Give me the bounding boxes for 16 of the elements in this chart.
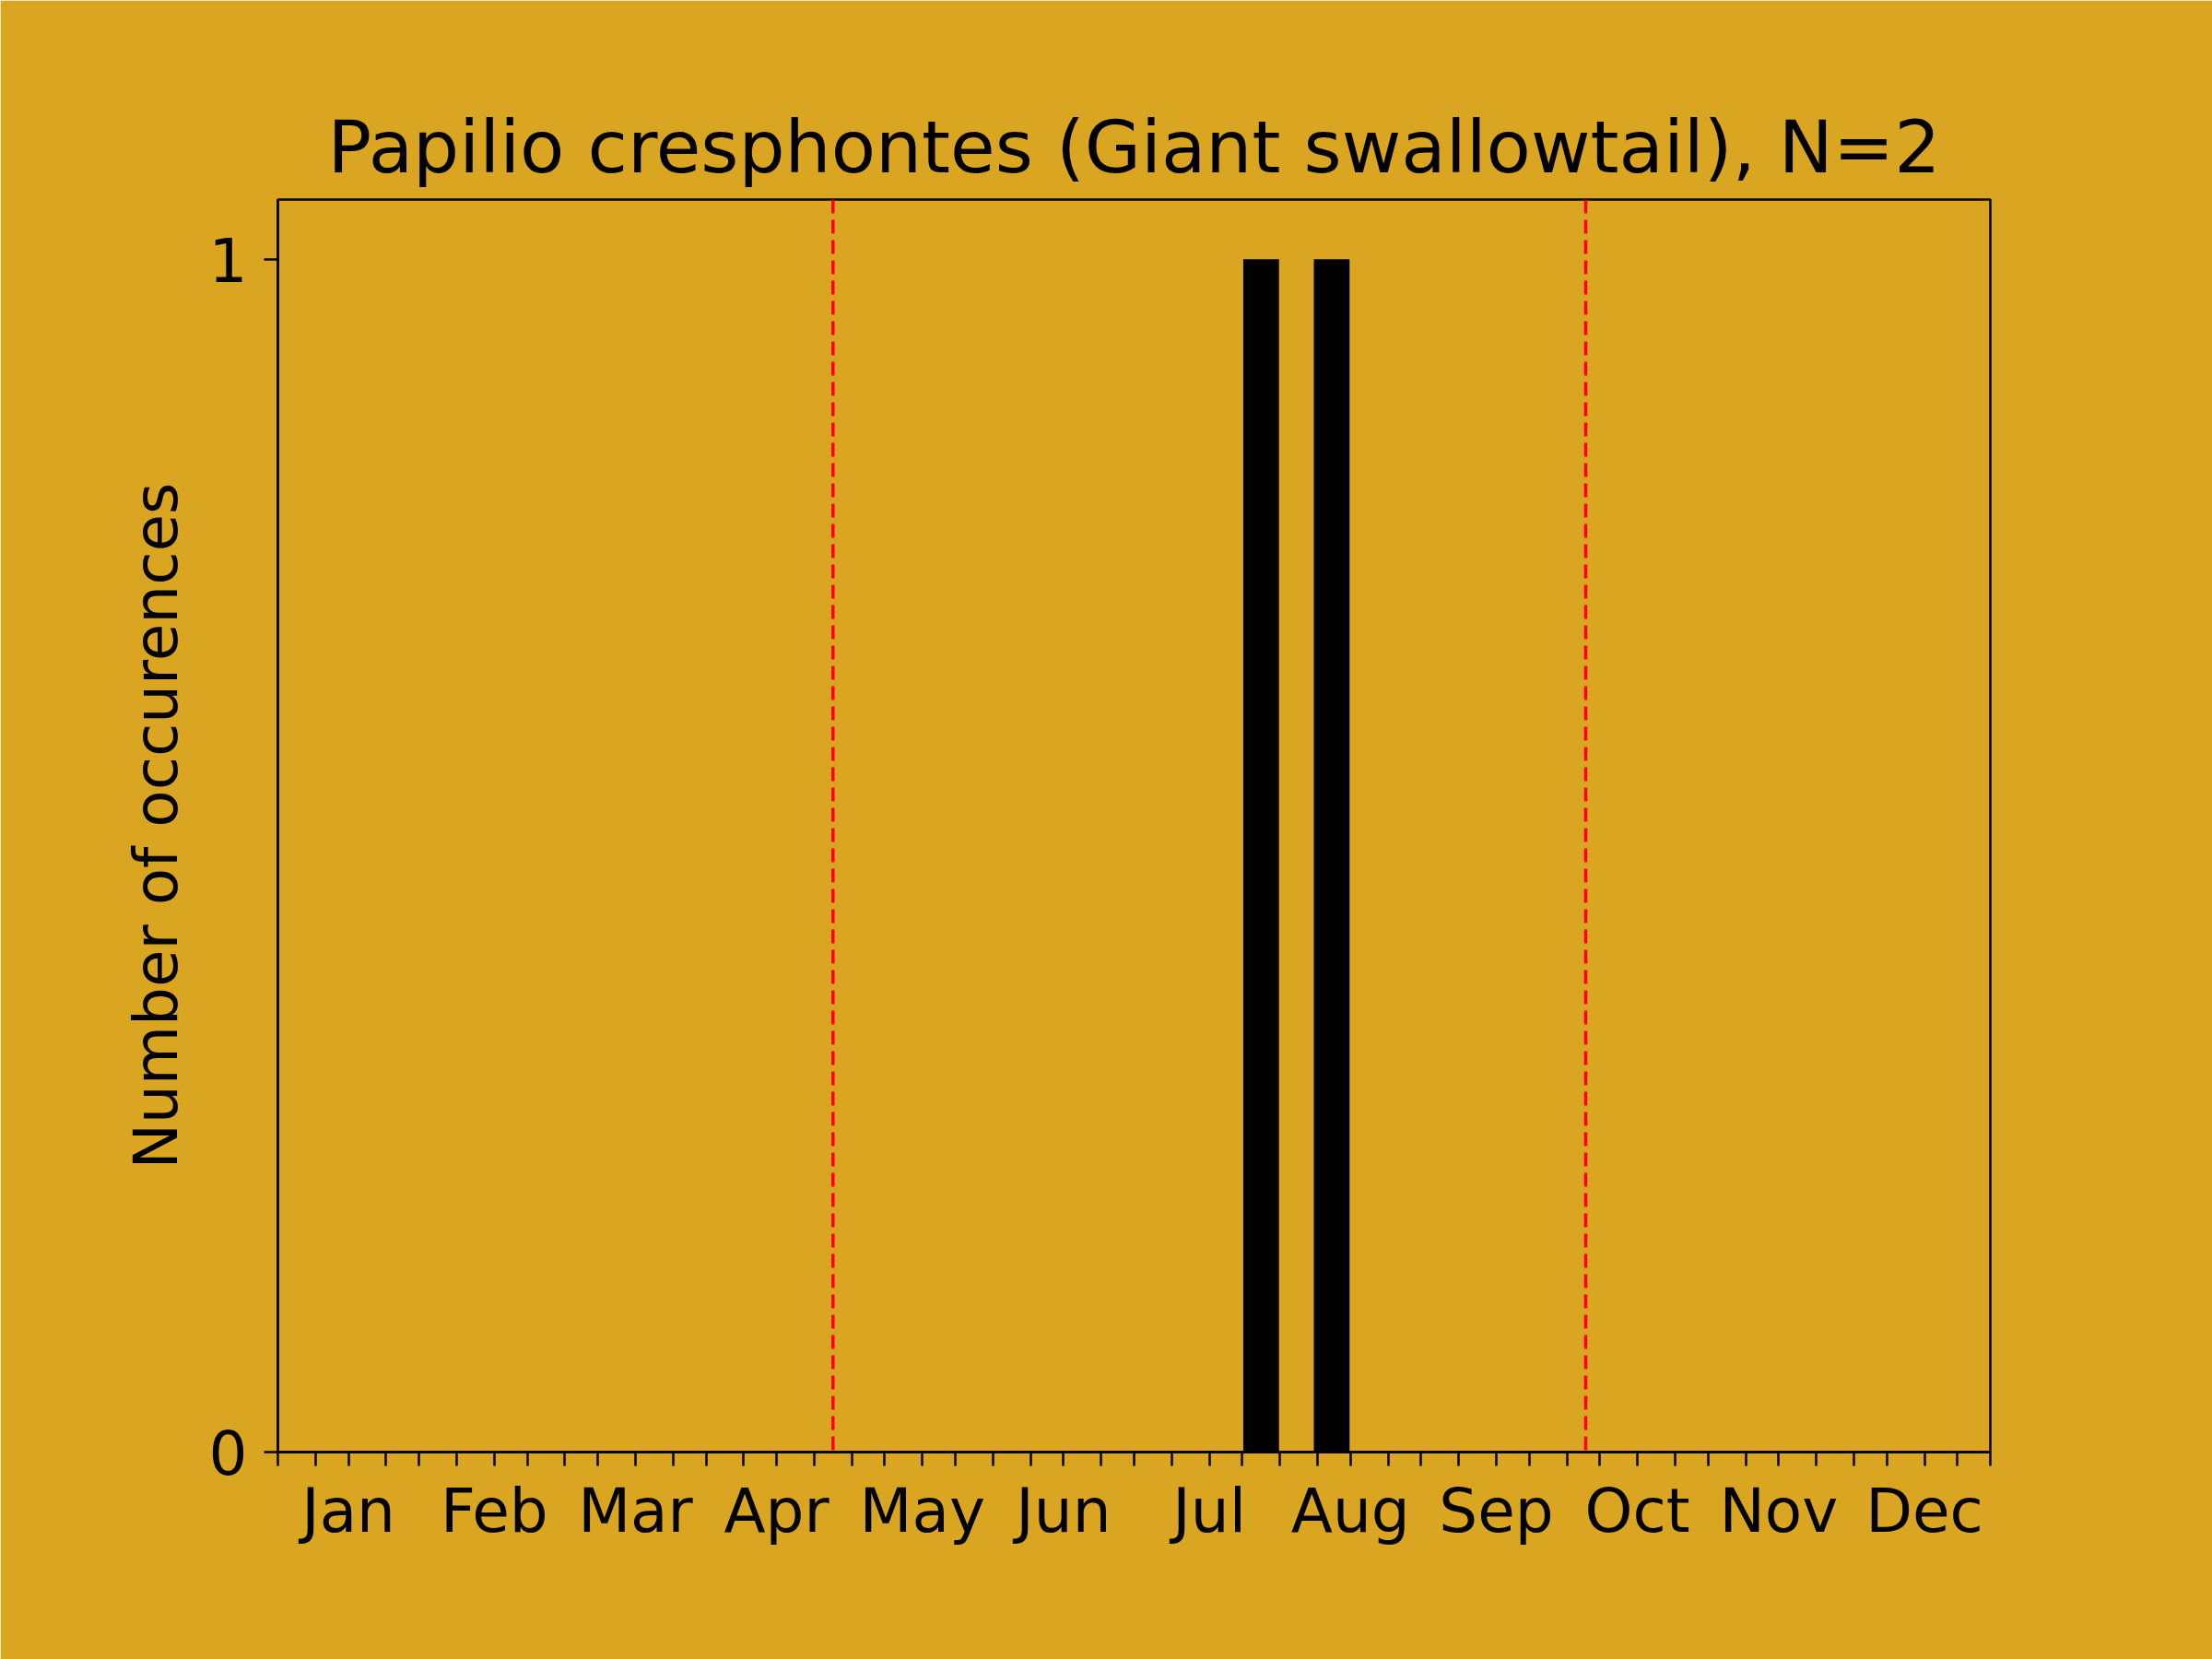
y-tick-label: 1 <box>208 225 248 297</box>
x-tick-label: Aug <box>1290 1475 1410 1547</box>
x-tick-label: Feb <box>440 1475 548 1547</box>
x-tick-label: Nov <box>1719 1475 1839 1547</box>
chart-title: Papilio cresphontes (Giant swallowtail), N=2 <box>327 104 1941 190</box>
x-tick-label: Jul <box>1169 1475 1246 1547</box>
x-tick-label: Jan <box>298 1475 395 1547</box>
x-tick-label: Apr <box>724 1475 830 1547</box>
x-tick-label: Mar <box>578 1475 694 1547</box>
x-tick-label: May <box>859 1475 986 1547</box>
x-tick-label: Sep <box>1439 1475 1554 1547</box>
y-tick-label: 0 <box>208 1418 248 1489</box>
y-axis-title: Number of occurences <box>120 482 192 1170</box>
x-tick-label: Oct <box>1584 1475 1690 1547</box>
x-tick-label: Jun <box>1012 1475 1112 1547</box>
x-tick-label: Dec <box>1865 1475 1983 1547</box>
